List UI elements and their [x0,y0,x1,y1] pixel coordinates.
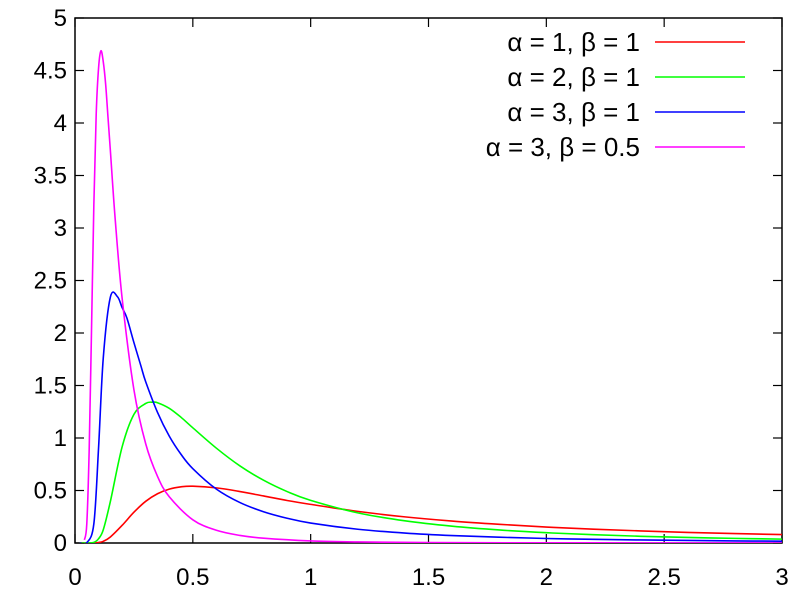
x-axis: 0 0.5 1 1.5 2 2.5 3 [68,18,789,591]
y-tick-label: 3.5 [34,163,67,190]
x-tick-label: 0 [68,564,81,591]
y-tick-label: 2 [54,320,67,347]
y-tick-label: 0.5 [34,478,67,505]
legend-label: α = 1, β = 1 [507,27,640,57]
y-tick-label: 1.5 [34,373,67,400]
series-line-2 [79,401,782,543]
legend-label: α = 2, β = 1 [507,62,640,92]
x-tick-label: 2 [540,564,553,591]
legend-label: α = 3, β = 0.5 [486,132,640,162]
series-layer [79,50,782,543]
y-tick-label: 0 [54,530,67,557]
x-tick-label: 1.5 [412,564,445,591]
legend: α = 1, β = 1 α = 2, β = 1 α = 3, β = 1 α = … [486,27,745,162]
x-tick-label: 2.5 [647,564,680,591]
legend-label: α = 3, β = 1 [507,97,640,127]
series-line-4 [83,50,782,543]
y-tick-label: 1 [54,425,67,452]
x-tick-label: 0.5 [176,564,209,591]
series-line-1 [79,485,782,543]
y-axis: 0 0.5 1 1.5 2 2.5 3 3.5 4 4.5 5 [34,5,782,557]
y-tick-label: 4.5 [34,58,67,85]
y-tick-label: 5 [54,5,67,32]
y-tick-label: 2.5 [34,268,67,295]
y-tick-label: 3 [54,215,67,242]
x-tick-label: 1 [304,564,317,591]
plot-frame [74,17,783,544]
y-tick-label: 4 [54,110,67,137]
series-line-3 [79,291,782,543]
x-tick-label: 3 [775,564,788,591]
